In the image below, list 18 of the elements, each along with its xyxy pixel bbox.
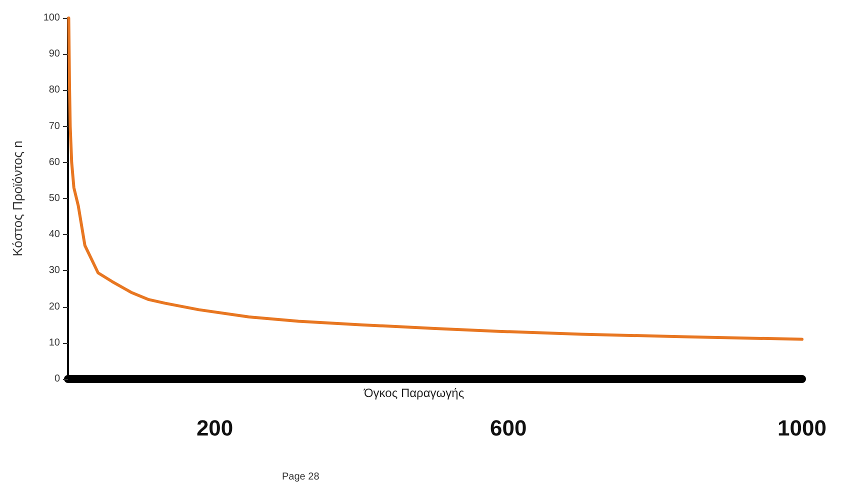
x-axis-title: Όγκος Παραγωγής bbox=[363, 386, 464, 400]
text: Page 28 bbox=[282, 472, 320, 482]
x-tick-label: 600 bbox=[490, 416, 527, 440]
x-tick-label: 200 bbox=[196, 416, 234, 440]
y-axis-title: Κόστος Προϊόντος n bbox=[10, 140, 25, 256]
y-tick-label: 70 bbox=[48, 120, 60, 132]
y-tick-label: 10 bbox=[48, 337, 60, 348]
y-tick-label: 90 bbox=[48, 48, 60, 60]
y-tick-label: 100 bbox=[43, 12, 60, 24]
y-tick-label: 80 bbox=[48, 84, 60, 96]
line-series bbox=[67, 16, 804, 341]
y-tick-label: 40 bbox=[48, 229, 60, 240]
y-tick-label: 60 bbox=[48, 156, 60, 168]
y-tick-label: 20 bbox=[48, 301, 60, 312]
y-tick-label: 0 bbox=[54, 374, 60, 384]
y-tick-label: 50 bbox=[48, 193, 60, 204]
x-tick-label: 1000 bbox=[778, 416, 826, 440]
y-tick-label: 30 bbox=[48, 265, 60, 276]
